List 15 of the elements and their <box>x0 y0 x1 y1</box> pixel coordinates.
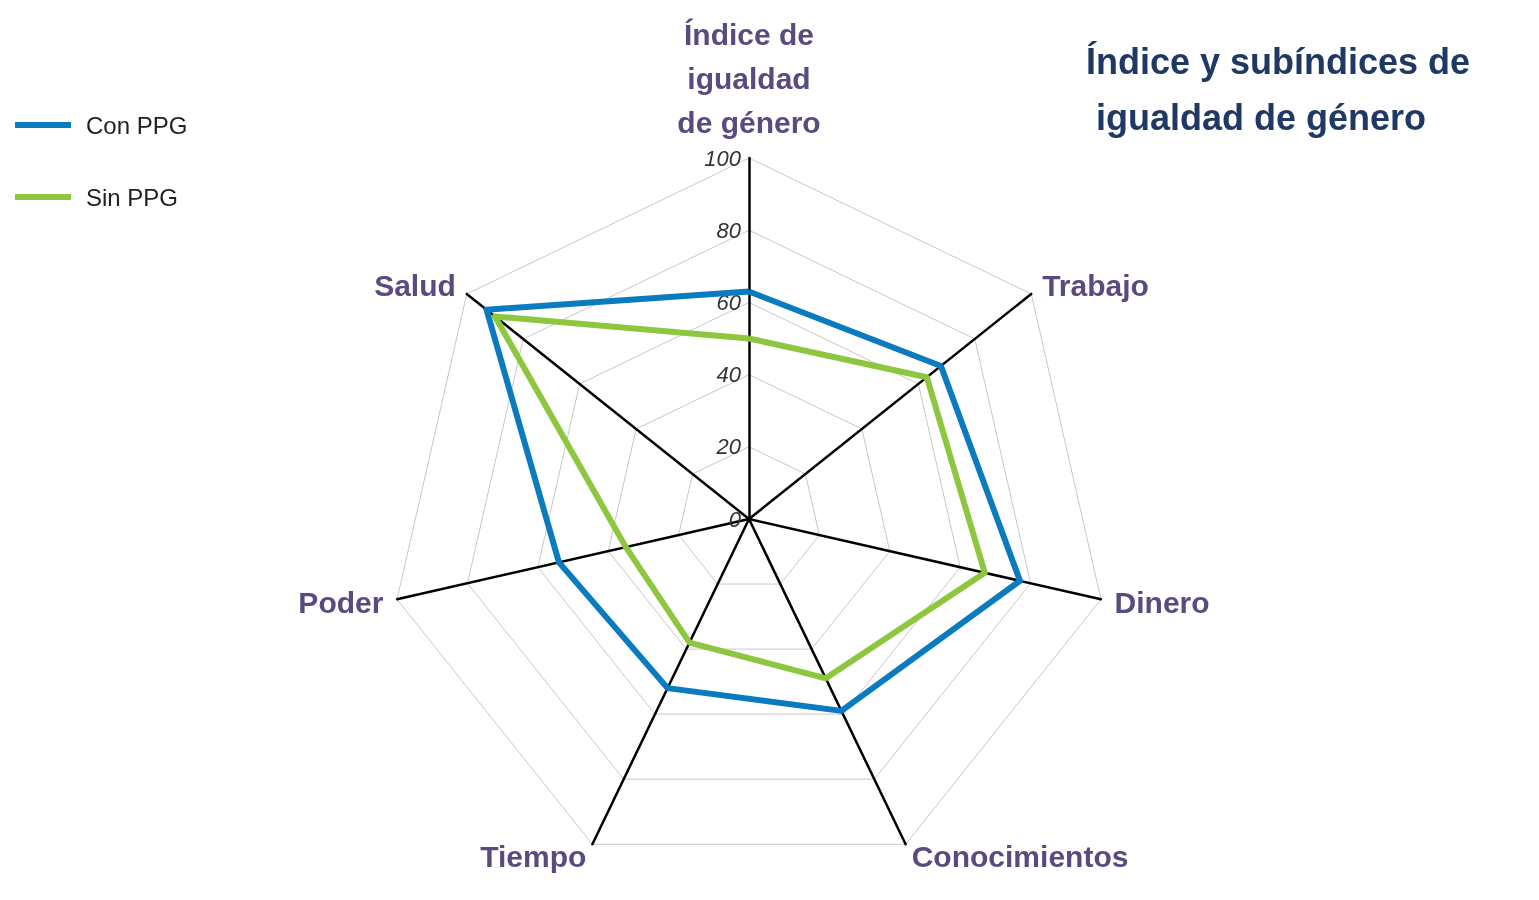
spoke-label: Dinero <box>1114 585 1210 619</box>
spoke-label: Salud <box>374 268 456 302</box>
legend-label: Sin PPG <box>86 183 179 211</box>
y-tick-label: 80 <box>716 217 742 243</box>
y-tick-label: 20 <box>715 434 742 460</box>
spoke-label: Índice de igualdad de género <box>677 17 821 139</box>
spoke-label: Trabajo <box>1042 268 1149 302</box>
spoke-label: Tiempo <box>480 840 587 874</box>
spoke-label: Conocimientos <box>911 840 1129 874</box>
y-tick-label: 40 <box>716 362 742 388</box>
y-tick-label: 100 <box>704 145 742 171</box>
y-tick-label: 60 <box>716 289 742 315</box>
spoke-label: Poder <box>298 585 384 619</box>
text: Índice y subíndices de igualdad de género <box>1086 40 1471 138</box>
legend-label: Con PPG <box>86 111 188 139</box>
